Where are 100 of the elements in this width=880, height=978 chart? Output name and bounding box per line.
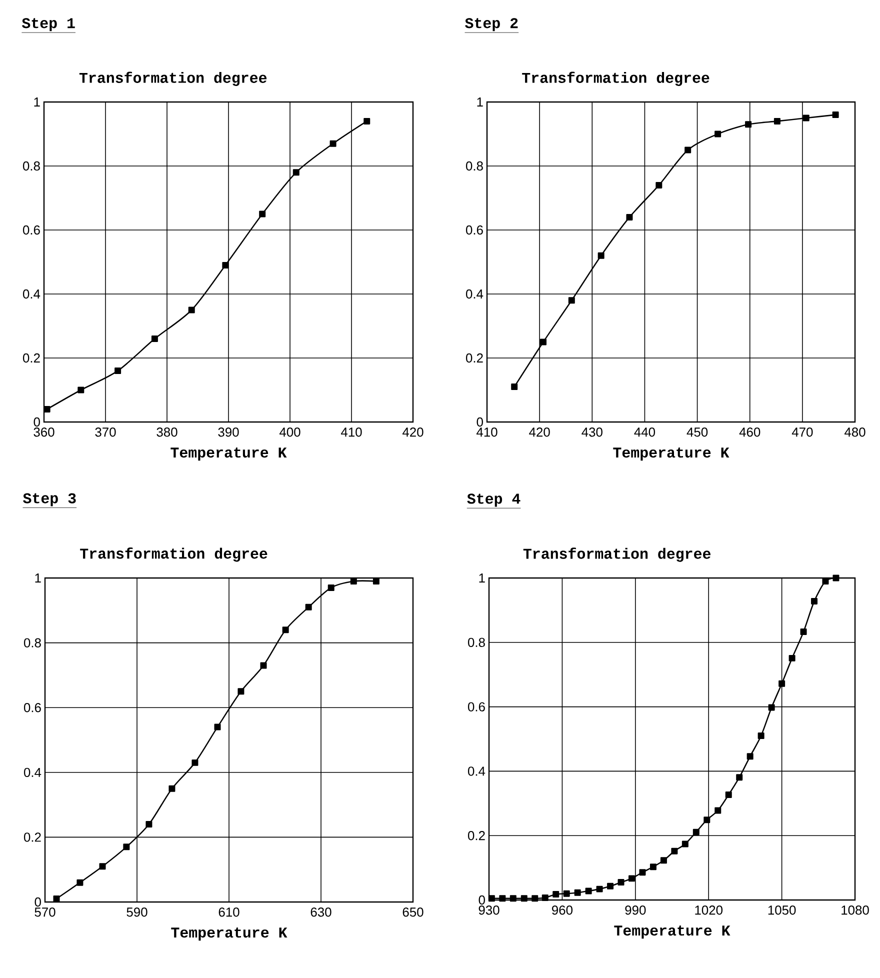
point xyxy=(214,724,221,730)
y-tick-label: 0 xyxy=(34,417,40,427)
point xyxy=(788,654,796,662)
point xyxy=(684,146,692,154)
x-tick-label: 650 xyxy=(402,908,424,917)
chart-title: Step 3 xyxy=(23,493,76,506)
point xyxy=(520,895,528,902)
point xyxy=(76,879,84,886)
point xyxy=(53,896,60,902)
y-tick-label: 1 xyxy=(35,574,41,582)
y-tick-label: 0.4 xyxy=(22,289,40,299)
x-tick-label: 610 xyxy=(218,908,240,917)
point xyxy=(628,875,635,882)
x-axis-title: Temperature K xyxy=(613,448,730,461)
point xyxy=(114,368,122,374)
y-tick-label: 0.6 xyxy=(24,703,41,712)
x-tick-label: 570 xyxy=(34,908,56,917)
point xyxy=(372,578,380,584)
point xyxy=(99,863,106,870)
point xyxy=(660,857,667,864)
x-tick-label: 990 xyxy=(625,906,646,915)
point xyxy=(238,688,244,695)
point xyxy=(746,753,754,760)
point xyxy=(704,816,710,824)
x-tick-label: 1050 xyxy=(768,906,796,915)
chart-title: Step 1 xyxy=(22,18,75,32)
x-axis-title: Temperature K xyxy=(171,928,288,941)
x-tick-label: 480 xyxy=(844,428,866,437)
point xyxy=(639,869,646,876)
point xyxy=(259,210,266,218)
x-tick-label: 930 xyxy=(478,906,500,915)
point xyxy=(328,584,334,591)
point xyxy=(682,840,688,848)
y-tick-label: 0.2 xyxy=(466,353,483,363)
chart-subtitle: Transformation degree xyxy=(79,72,267,86)
point xyxy=(499,895,506,902)
x-tick-label: 960 xyxy=(552,906,573,915)
point xyxy=(822,578,829,584)
y-tick-label: 0.8 xyxy=(468,638,485,647)
point xyxy=(758,732,764,740)
point xyxy=(745,121,752,128)
point xyxy=(596,886,603,892)
point xyxy=(222,262,229,268)
y-tick-label: 0.4 xyxy=(24,768,42,777)
y-tick-label: 0.6 xyxy=(22,225,40,235)
y-tick-label: 0.2 xyxy=(24,832,41,842)
point xyxy=(123,844,130,850)
point xyxy=(282,626,289,634)
point xyxy=(542,894,548,902)
point xyxy=(626,214,633,220)
x-tick-label: 420 xyxy=(402,428,424,437)
point xyxy=(585,888,592,894)
point xyxy=(811,598,818,604)
point xyxy=(168,785,176,792)
point xyxy=(650,864,656,870)
x-tick-label: 1080 xyxy=(842,906,869,915)
point xyxy=(292,169,300,176)
point xyxy=(330,140,336,147)
point xyxy=(725,791,732,798)
y-tick-label: 0.2 xyxy=(22,353,40,363)
point xyxy=(260,662,267,669)
point xyxy=(607,882,614,890)
y-tick-label: 0.8 xyxy=(24,638,41,648)
y-tick-label: 0.4 xyxy=(466,289,484,299)
y-tick-label: 0 xyxy=(34,897,41,907)
point xyxy=(802,114,810,122)
y-tick-label: 1 xyxy=(34,98,40,106)
point xyxy=(364,118,370,124)
y-tick-label: 1 xyxy=(479,574,485,582)
x-tick-label: 460 xyxy=(739,428,760,437)
point xyxy=(598,252,604,259)
point xyxy=(736,774,743,781)
x-axis-title: Temperature K xyxy=(170,448,287,461)
x-tick-label: 470 xyxy=(792,428,813,437)
point xyxy=(511,384,518,390)
chart-subtitle: Transformation degree xyxy=(523,548,711,562)
point xyxy=(510,895,516,902)
point xyxy=(188,306,195,314)
point xyxy=(78,386,84,394)
x-tick-label: 410 xyxy=(340,428,362,437)
x-tick-label: 590 xyxy=(126,908,148,917)
point xyxy=(618,879,624,886)
point xyxy=(714,807,722,814)
point xyxy=(488,895,495,902)
x-tick-label: 410 xyxy=(476,428,498,437)
x-tick-label: 630 xyxy=(310,908,332,917)
point xyxy=(768,704,775,711)
chart-subtitle: Transformation degree xyxy=(522,72,710,86)
y-tick-label: 0.2 xyxy=(468,831,485,840)
point xyxy=(532,895,538,902)
point xyxy=(151,336,158,342)
point xyxy=(692,828,700,836)
x-tick-label: 370 xyxy=(95,428,116,437)
y-tick-label: 0.8 xyxy=(466,161,483,171)
x-tick-label: 390 xyxy=(218,428,239,437)
x-tick-label: 400 xyxy=(279,428,300,437)
chart-title: Step 2 xyxy=(465,18,518,32)
y-tick-label: 1 xyxy=(477,98,483,106)
point xyxy=(714,130,722,138)
point xyxy=(671,848,678,854)
